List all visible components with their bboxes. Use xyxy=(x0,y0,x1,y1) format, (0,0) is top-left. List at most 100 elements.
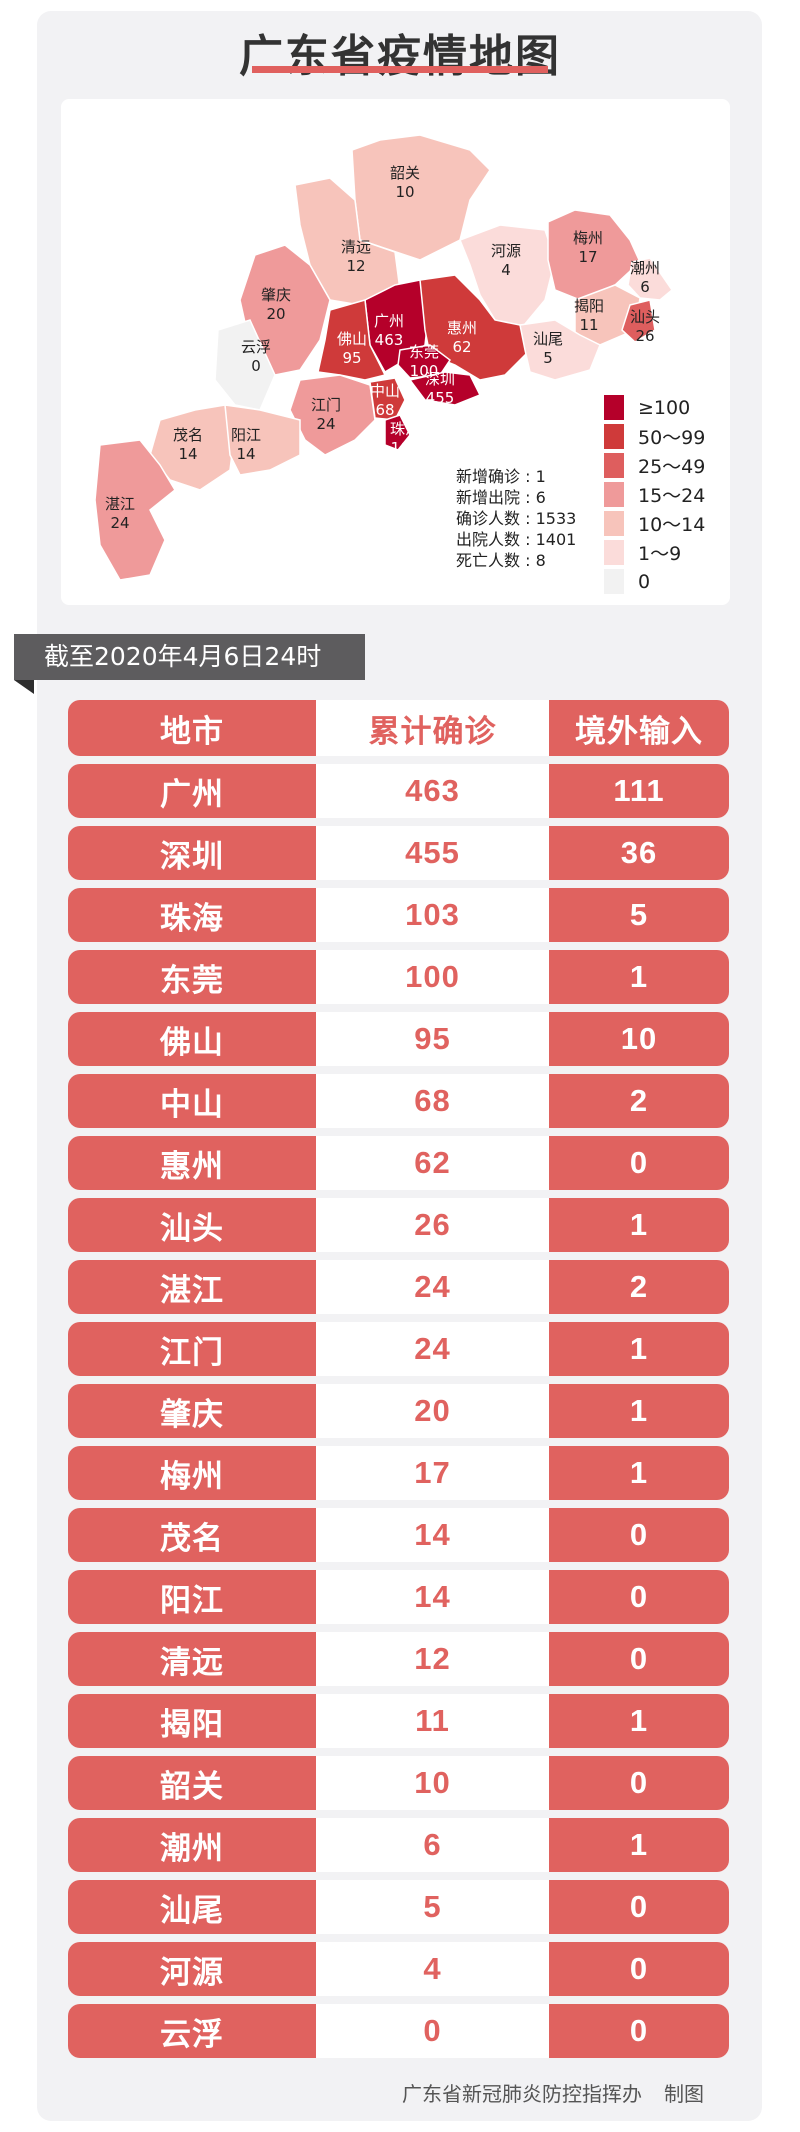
region-2 xyxy=(459,224,556,331)
city-name: 湛江 xyxy=(68,1260,316,1314)
imported-cases: 2 xyxy=(549,1260,729,1314)
city-name: 东莞 xyxy=(68,950,316,1004)
region-label: 潮州 6 xyxy=(630,259,660,297)
stat-value: 1 xyxy=(535,467,546,486)
stat-line: 出院人数 : 1401 xyxy=(456,530,577,549)
city-name: 梅州 xyxy=(68,1446,316,1500)
imported-cases: 1 xyxy=(549,1198,729,1252)
imported-cases: 2 xyxy=(549,1074,729,1128)
imported-cases: 0 xyxy=(549,2004,729,2058)
region-value: 455 xyxy=(425,389,455,407)
total-confirmed: 26 xyxy=(316,1198,549,1252)
total-confirmed: 6 xyxy=(316,1818,549,1872)
header-total-confirmed: 累计确诊 xyxy=(316,700,549,756)
imported-cases: 1 xyxy=(549,1818,729,1872)
imported-cases: 1 xyxy=(549,1384,729,1438)
legend-item: 25～49 xyxy=(604,451,705,480)
imported-cases: 36 xyxy=(549,826,729,880)
legend-item: 0 xyxy=(604,567,705,596)
legend-swatch xyxy=(604,395,624,420)
region-4 xyxy=(627,257,674,301)
region-label: 河源 4 xyxy=(491,242,521,280)
footer-suffix: 制图 xyxy=(664,2082,704,2106)
imported-cases: 1 xyxy=(549,1446,729,1500)
table-row: 汕头 26 1 xyxy=(68,1198,729,1252)
region-name: 珠海 xyxy=(389,420,421,438)
region-value: 463 xyxy=(374,331,404,349)
region-value: 100 xyxy=(409,362,439,380)
legend-label: 50～99 xyxy=(638,427,706,449)
region-name: 阳江 xyxy=(230,426,262,444)
city-name: 珠海 xyxy=(68,888,316,942)
total-confirmed: 0 xyxy=(316,2004,549,2058)
region-name: 中山 xyxy=(369,382,401,400)
region-19 xyxy=(224,404,301,476)
region-name: 河源 xyxy=(490,242,522,260)
table-row: 中山 68 2 xyxy=(68,1074,729,1128)
imported-cases: 0 xyxy=(549,1880,729,1934)
city-name: 汕头 xyxy=(68,1198,316,1252)
total-confirmed: 10 xyxy=(316,1756,549,1810)
city-name: 韶关 xyxy=(68,1756,316,1810)
region-label: 肇庆 20 xyxy=(261,286,291,324)
city-name: 揭阳 xyxy=(68,1694,316,1748)
region-value: 68 xyxy=(375,401,395,419)
region-name: 肇庆 xyxy=(260,286,292,304)
region-value: 103 xyxy=(390,439,420,457)
region-value: 26 xyxy=(635,327,655,345)
header-imported: 境外输入 xyxy=(549,700,729,756)
region-name: 梅州 xyxy=(572,229,604,247)
footer-org: 广东省新冠肺炎防控指挥办 xyxy=(402,2082,642,2106)
region-label: 茂名 14 xyxy=(173,426,203,464)
legend-swatch xyxy=(604,482,624,507)
title-underline xyxy=(252,66,548,73)
header-city: 地市 xyxy=(68,700,316,756)
region-name: 惠州 xyxy=(446,319,478,337)
region-name: 清远 xyxy=(340,238,372,256)
table-row: 湛江 24 2 xyxy=(68,1260,729,1314)
total-confirmed: 24 xyxy=(316,1322,549,1376)
region-name: 深圳 xyxy=(424,370,456,388)
imported-cases: 111 xyxy=(549,764,729,818)
region-label: 深圳 455 xyxy=(425,370,455,408)
city-name: 广州 xyxy=(68,764,316,818)
city-name: 云浮 xyxy=(68,2004,316,2058)
region-name: 汕尾 xyxy=(532,330,564,348)
total-confirmed: 4 xyxy=(316,1942,549,1996)
region-name: 茂名 xyxy=(172,426,204,444)
region-value: 12 xyxy=(346,257,366,275)
imported-cases: 0 xyxy=(549,1508,729,1562)
region-label: 中山 68 xyxy=(370,382,400,420)
stat-label: 新增确诊 xyxy=(456,467,521,486)
table-row: 揭阳 11 1 xyxy=(68,1694,729,1748)
total-confirmed: 24 xyxy=(316,1260,549,1314)
stat-label: 新增出院 xyxy=(456,488,521,507)
imported-cases: 1 xyxy=(549,1322,729,1376)
table-row: 珠海 103 5 xyxy=(68,888,729,942)
region-value: 17 xyxy=(578,248,598,266)
total-confirmed: 14 xyxy=(316,1570,549,1624)
region-label: 汕尾 5 xyxy=(533,330,563,368)
region-label: 广州 463 xyxy=(374,312,404,350)
region-value: 6 xyxy=(640,278,650,296)
legend-swatch xyxy=(604,569,624,594)
region-value: 4 xyxy=(501,261,511,279)
total-confirmed: 20 xyxy=(316,1384,549,1438)
table-row: 江门 24 1 xyxy=(68,1322,729,1376)
region-value: 0 xyxy=(251,357,261,375)
city-name: 惠州 xyxy=(68,1136,316,1190)
legend-swatch xyxy=(604,511,624,536)
footer-credit: 广东省新冠肺炎防控指挥办 制图 xyxy=(380,2078,704,2107)
region-label: 揭阳 11 xyxy=(574,297,604,335)
stat-value: 8 xyxy=(535,551,546,570)
region-value: 20 xyxy=(266,305,286,323)
legend-label: 15～24 xyxy=(638,485,706,507)
imported-cases: 0 xyxy=(549,1632,729,1686)
region-value: 14 xyxy=(236,445,256,463)
total-confirmed: 5 xyxy=(316,1880,549,1934)
city-name: 河源 xyxy=(68,1942,316,1996)
region-label: 云浮 0 xyxy=(241,338,271,376)
city-name: 佛山 xyxy=(68,1012,316,1066)
legend-label: 0 xyxy=(638,570,651,593)
legend-label: 25～49 xyxy=(638,456,706,478)
